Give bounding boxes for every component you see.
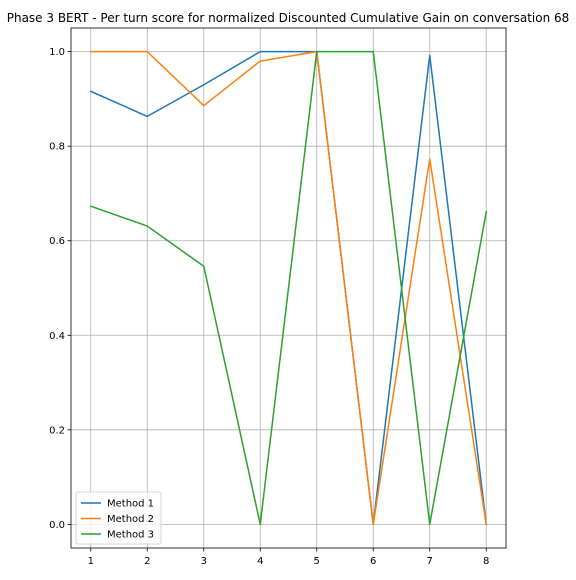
y-tick-label: 0.2: [49, 425, 65, 436]
series-line-method-1: [89, 50, 488, 526]
x-tick-label: 5: [314, 556, 320, 567]
x-tick-label: 8: [483, 556, 489, 567]
y-tick-label: 0.4: [49, 331, 65, 342]
y-tick-label: 0.6: [49, 236, 65, 247]
x-tick-label: 2: [144, 556, 150, 567]
series-line-method-2: [90, 50, 488, 526]
legend-label: Method 3: [107, 530, 154, 541]
legend: Method 1 Method 2 Method 3: [75, 491, 162, 545]
x-tick-label: 4: [257, 556, 263, 567]
legend-box: [75, 491, 162, 545]
chart-title: Phase 3 BERT - Per turn score for normal…: [7, 11, 570, 25]
plot-frame: [70, 27, 507, 549]
x-tick-label: 6: [370, 556, 376, 567]
x-axis-ticks: 1 2 3 4 5 6 7 8: [88, 548, 489, 567]
series-line-method-3: [89, 50, 488, 526]
y-tick-label: 1.0: [49, 47, 65, 58]
y-tick-label: 0.0: [49, 520, 65, 531]
x-tick-label: 7: [427, 556, 433, 567]
y-tick-label: 0.8: [49, 142, 65, 153]
y-axis-ticks: 0.0 0.2 0.4 0.6 0.8 1.0: [49, 47, 71, 531]
legend-label: Method 1: [107, 499, 154, 510]
x-tick-label: 1: [88, 556, 94, 567]
x-tick-label: 3: [201, 556, 207, 567]
legend-label: Method 2: [107, 514, 154, 525]
series-lines: [89, 50, 488, 526]
